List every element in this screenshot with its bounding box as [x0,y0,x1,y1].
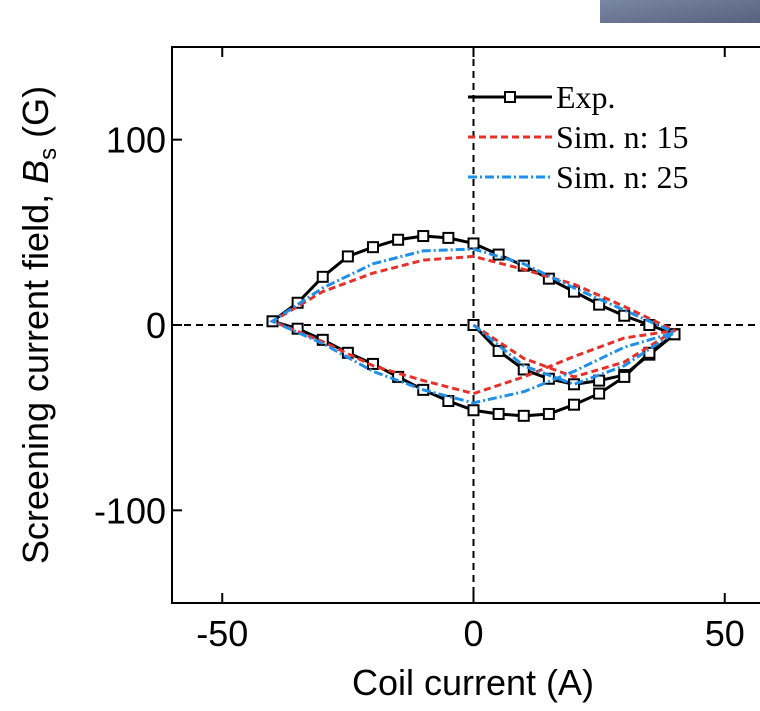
y-tick-label: -100 [94,490,166,531]
y-label-symbol: B [15,160,56,184]
y-tick-label: 100 [106,120,166,161]
data-point [542,407,555,420]
legend-label: Sim. n: 15 [556,119,688,155]
y-label-subscript: s [35,148,62,160]
data-point [367,241,379,254]
data-point [593,387,606,400]
data-point [392,233,405,246]
x-tick-label: -50 [196,613,248,654]
data-point [467,237,480,250]
data-point [442,394,455,407]
y-label-text: Screening current field, [15,184,56,564]
data-point [517,409,530,422]
series-line [269,247,678,405]
data-point [316,270,329,283]
data-point [467,404,480,417]
x-tick-label: 50 [705,613,745,654]
series-line [269,254,678,396]
y-label-unit: (G) [15,86,56,148]
data-point [618,370,631,383]
plot-area: -50 0 50 -100 0 100 Exp. Sim. n: 15 Sim. n: 25 [94,46,760,654]
x-axis-label: Coil current (A) [352,662,594,703]
data-point [341,250,354,263]
y-axis-label: Screening current field, Bs (G) [15,86,62,564]
data-point [417,230,430,243]
legend-marker [504,91,516,103]
data-point [492,407,505,420]
x-tick-label: 0 [463,613,483,654]
y-tick-label: 0 [146,305,166,346]
data-point [568,398,580,411]
legend-label: Sim. n: 25 [556,159,688,195]
data-point [618,309,631,322]
legend-label: Exp. [556,79,616,115]
data-point [568,378,580,391]
data-point [442,231,455,244]
cropped-image [600,0,760,23]
